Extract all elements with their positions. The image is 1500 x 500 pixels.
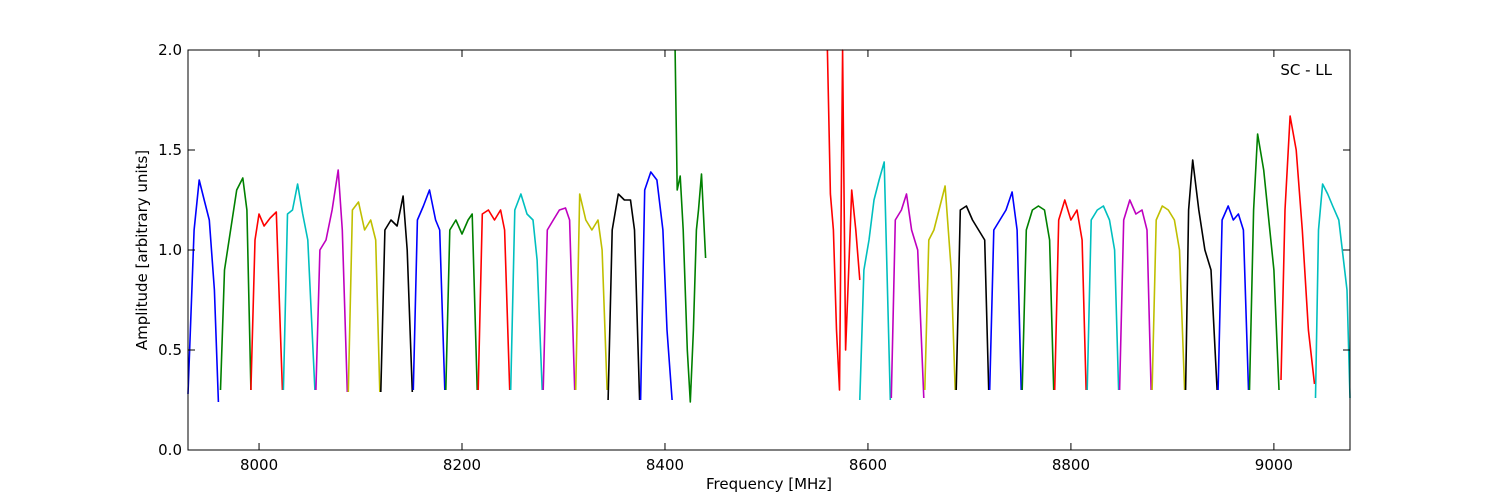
- series-line-30: [1248, 133, 1280, 391]
- series-line-29: [1217, 205, 1250, 391]
- series-line-22: [988, 191, 1022, 391]
- series-line-6: [347, 201, 381, 393]
- x-axis-ticks: 8000 8200 8400 8600 8800 9000: [240, 50, 1293, 474]
- series-line-4: [282, 183, 316, 391]
- series-line-18: [859, 161, 892, 401]
- x-tick-label: 8600: [849, 456, 887, 474]
- x-tick-label: 8400: [646, 456, 684, 474]
- series-line-2: [219, 177, 252, 391]
- chart-annotation: SC - LL: [1280, 61, 1332, 79]
- series-line-24: [1053, 199, 1087, 391]
- y-axis-ticks: 0.0 0.5 1.0 1.5 2.0: [158, 41, 1350, 459]
- series-line-16: [674, 49, 707, 403]
- series-layer: [187, 49, 1351, 403]
- x-tick-label: 8000: [240, 456, 278, 474]
- series-line-26: [1118, 199, 1152, 391]
- x-tick-label: 8200: [443, 456, 481, 474]
- series-line-11: [509, 193, 543, 391]
- y-tick-label: 1.5: [158, 141, 182, 159]
- y-tick-label: 0.5: [158, 341, 182, 359]
- y-tick-label: 0.0: [158, 441, 182, 459]
- series-line-27: [1151, 205, 1186, 391]
- series-line-8: [412, 189, 446, 391]
- series-line-1: [187, 179, 220, 403]
- series-line-3: [250, 211, 284, 391]
- y-tick-label: 2.0: [158, 41, 182, 59]
- series-line-21: [955, 205, 990, 391]
- series-line-13: [574, 193, 608, 391]
- x-tick-label: 8800: [1052, 456, 1090, 474]
- y-tick-label: 1.0: [158, 241, 182, 259]
- series-line-32: [1314, 183, 1351, 399]
- y-axis-label: Amplitude [arbitrary units]: [133, 150, 151, 350]
- series-line-15: [639, 171, 673, 401]
- x-tick-label: 9000: [1255, 456, 1293, 474]
- x-axis-label: Frequency [MHz]: [706, 475, 832, 493]
- series-line-20: [924, 185, 956, 391]
- series-line-25: [1086, 205, 1120, 391]
- series-line-31: [1280, 115, 1316, 385]
- series-line-19: [890, 193, 925, 399]
- series-line-10: [477, 209, 511, 391]
- series-line-7: [380, 195, 414, 393]
- series-line-23: [1021, 205, 1055, 391]
- series-line-28: [1184, 159, 1218, 391]
- series-line-12: [542, 207, 576, 391]
- series-line-14: [607, 193, 641, 401]
- series-line-9: [445, 213, 478, 391]
- series-line-5: [315, 169, 349, 393]
